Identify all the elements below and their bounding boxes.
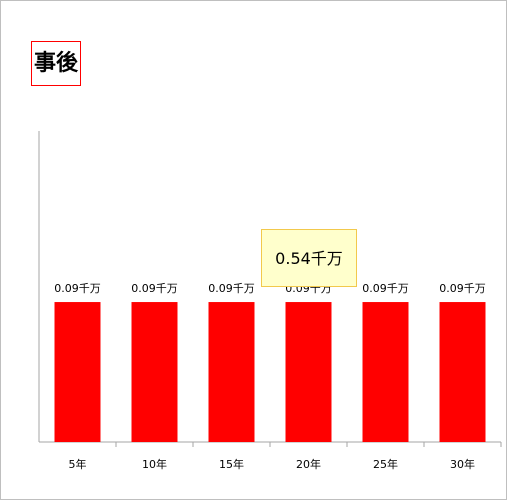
bar-30年 — [439, 302, 486, 442]
data-label-15年: 0.09千万 — [208, 282, 255, 295]
bar-15年 — [208, 302, 255, 442]
total-annotation: 0.54千万 — [261, 229, 357, 287]
data-label-5年: 0.09千万 — [54, 282, 101, 295]
x-tick-label-25年: 25年 — [373, 457, 398, 471]
data-label-25年: 0.09千万 — [362, 282, 409, 295]
x-tick-label-10年: 10年 — [142, 457, 167, 471]
bar-5年 — [54, 302, 101, 442]
x-tick-label-30年: 30年 — [450, 457, 475, 471]
bar-10年 — [131, 302, 178, 442]
bar-25年 — [362, 302, 409, 442]
bar-20年 — [285, 302, 332, 442]
x-tick-label-5年: 5年 — [69, 457, 87, 471]
data-label-10年: 0.09千万 — [131, 282, 178, 295]
x-tick-label-15年: 15年 — [219, 457, 244, 471]
chart-title: 事後 — [31, 41, 82, 86]
x-tick-label-20年: 20年 — [296, 457, 321, 471]
data-label-30年: 0.09千万 — [439, 282, 486, 295]
